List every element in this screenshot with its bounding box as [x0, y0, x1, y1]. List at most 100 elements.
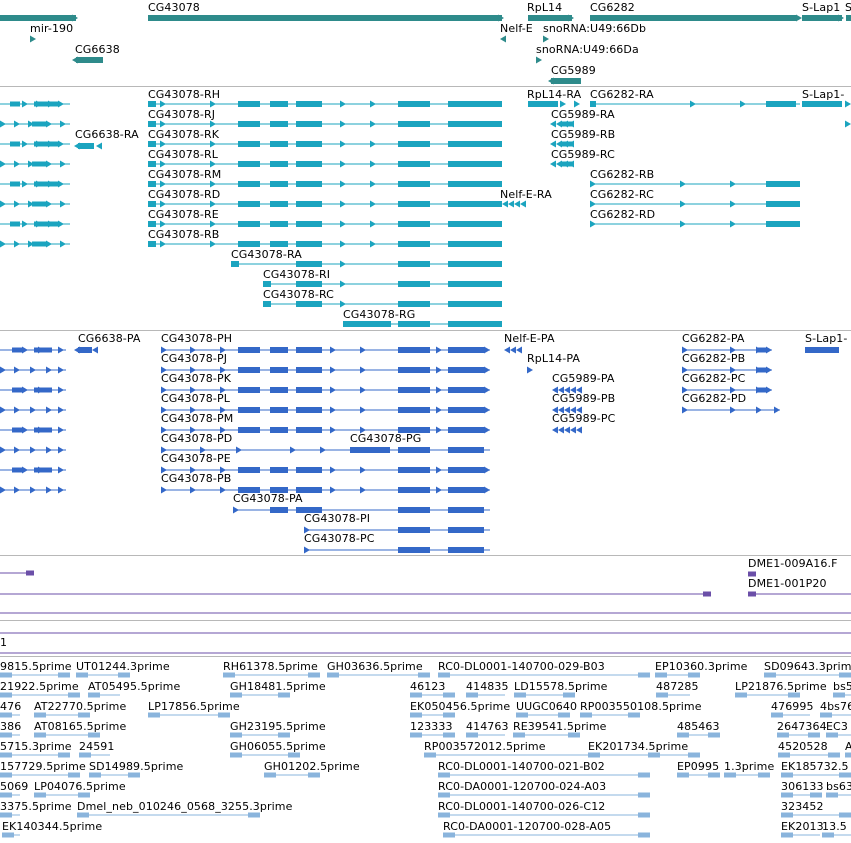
- left-protein-arrow[interactable]: [58, 466, 64, 474]
- est-block[interactable]: [443, 692, 455, 698]
- est-block[interactable]: [88, 692, 100, 698]
- cg43078-strand-arrow[interactable]: [210, 140, 216, 148]
- cg43078-exon[interactable]: [398, 221, 430, 227]
- cg6282-exon[interactable]: [590, 101, 596, 107]
- cg43078-exon[interactable]: [270, 121, 288, 127]
- protein-label[interactable]: CG6282-PC: [682, 372, 746, 385]
- cg43078-utr[interactable]: [148, 141, 156, 147]
- est-label[interactable]: SD14989.5prime: [89, 760, 184, 773]
- left-transcript-arrow[interactable]: [60, 120, 66, 128]
- protein-label[interactable]: S-Lap1-: [805, 332, 848, 345]
- cg43078-exon[interactable]: [448, 321, 502, 327]
- cg43078-protein-arrow[interactable]: [190, 426, 196, 434]
- rpl14-arrow[interactable]: [560, 100, 566, 108]
- cg6282-arrow[interactable]: [730, 200, 736, 208]
- cg6282-arrow[interactable]: [590, 200, 596, 208]
- left-transcript-arrow[interactable]: [22, 100, 28, 108]
- cg5989-arrow[interactable]: [550, 160, 556, 168]
- est-block[interactable]: [148, 712, 160, 718]
- cg43078-strand-arrow[interactable]: [340, 260, 346, 268]
- cg6282-arrow[interactable]: [680, 220, 686, 228]
- cg43078-protein-exon[interactable]: [296, 347, 322, 353]
- gene-label-rpl14[interactable]: RpL14: [527, 1, 563, 14]
- protein-label[interactable]: CG43078-PI: [304, 512, 371, 525]
- cg43078-exon[interactable]: [270, 161, 288, 167]
- est-track-glyphs[interactable]: [0, 657, 851, 843]
- gene-label-cg6638[interactable]: CG6638: [75, 43, 120, 56]
- est-label[interactable]: 386: [0, 720, 22, 733]
- protein-label[interactable]: CG43078-PL: [161, 392, 230, 405]
- est-label[interactable]: A: [845, 740, 851, 753]
- cg43078-pa-exon[interactable]: [448, 507, 484, 513]
- protein-label[interactable]: CG43078-PA: [233, 492, 303, 505]
- est-block[interactable]: [839, 772, 851, 778]
- cg43078-protein-exon[interactable]: [238, 407, 260, 413]
- est-label[interactable]: 123333: [410, 720, 453, 733]
- cg43078-protein-arrow[interactable]: [484, 486, 490, 494]
- est-block[interactable]: [781, 792, 793, 798]
- protein-label[interactable]: CG5989-PC: [552, 412, 616, 425]
- left-transcript-exon[interactable]: [34, 101, 58, 107]
- cg43078-protein-arrow[interactable]: [161, 466, 167, 474]
- est-label[interactable]: GH06055.5prime: [230, 740, 326, 753]
- protein-label[interactable]: RpL14-PA: [527, 352, 580, 365]
- est-block[interactable]: [655, 672, 667, 678]
- cg5989-protein-arrow[interactable]: [576, 406, 582, 414]
- cg43078-strand-arrow[interactable]: [370, 120, 376, 128]
- cg43078-pd-arrow[interactable]: [161, 446, 167, 454]
- cg43078-exon[interactable]: [398, 281, 430, 287]
- protein-label[interactable]: CG43078-PK: [161, 372, 232, 385]
- est-label[interactable]: RE39541.5prime: [513, 720, 607, 733]
- est-block[interactable]: [77, 812, 89, 818]
- cg6282-protein-arrow[interactable]: [730, 346, 736, 354]
- est-block[interactable]: [845, 752, 851, 758]
- left-transcript-arrow[interactable]: [58, 220, 64, 228]
- gene-label-snorna-db[interactable]: snoRNA:U49:66Db: [543, 22, 647, 35]
- est-block[interactable]: [638, 772, 650, 778]
- est-label[interactable]: AT05495.5prime: [88, 680, 181, 693]
- cg43078-utr[interactable]: [148, 241, 156, 247]
- est-label[interactable]: RC0-DL0001-140700-026-C12: [438, 800, 606, 813]
- cg43078-exon[interactable]: [398, 261, 430, 267]
- est-block[interactable]: [308, 672, 320, 678]
- est-label[interactable]: 46123: [410, 680, 446, 693]
- cg6638-pa-arrow[interactable]: [74, 346, 80, 354]
- est-block[interactable]: [410, 712, 422, 718]
- left-protein-arrow[interactable]: [46, 366, 52, 374]
- cg43078-pi-arrow[interactable]: [304, 546, 310, 554]
- clone-end-marker[interactable]: [748, 571, 756, 577]
- est-label[interactable]: LD15578.5prime: [514, 680, 608, 693]
- cg5989-exon[interactable]: [560, 141, 574, 147]
- cg43078-protein-exon[interactable]: [270, 367, 288, 373]
- cg43078-pd-arrow[interactable]: [320, 446, 326, 454]
- gene-label-s-lap1[interactable]: S-Lap1: [802, 1, 841, 14]
- s-lap1-arrow[interactable]: [845, 120, 851, 128]
- est-label[interactable]: EK050456.5prime: [410, 700, 511, 713]
- est-block[interactable]: [410, 692, 422, 698]
- cg43078-exon[interactable]: [296, 221, 322, 227]
- est-label[interactable]: AT08165.5prime: [34, 720, 127, 733]
- est-label[interactable]: bs5: [833, 680, 851, 693]
- est-block[interactable]: [58, 752, 70, 758]
- cg43078-protein-arrow[interactable]: [190, 486, 196, 494]
- est-block[interactable]: [788, 692, 800, 698]
- cg43078-protein-arrow[interactable]: [484, 406, 490, 414]
- est-block[interactable]: [230, 732, 242, 738]
- est-block[interactable]: [34, 792, 46, 798]
- cg43078-pi-arrow[interactable]: [304, 526, 310, 534]
- est-block[interactable]: [677, 732, 689, 738]
- cg43078-strand-arrow[interactable]: [370, 140, 376, 148]
- cg43078-strand-arrow[interactable]: [370, 240, 376, 248]
- transcript-label[interactable]: CG43078-RH: [148, 88, 221, 101]
- nelf-e-arrow[interactable]: [520, 200, 526, 208]
- est-label[interactable]: GH23195.5prime: [230, 720, 326, 733]
- cg43078-strand-arrow[interactable]: [210, 240, 216, 248]
- transcript-label[interactable]: CG43078-RC: [263, 288, 334, 301]
- cg6638-pa-exon[interactable]: [78, 347, 92, 353]
- cg43078-pi-exon[interactable]: [448, 547, 484, 553]
- est-block[interactable]: [638, 672, 650, 678]
- est-label[interactable]: GH01202.5prime: [264, 760, 360, 773]
- est-block[interactable]: [0, 732, 12, 738]
- cg43078-protein-exon[interactable]: [296, 407, 322, 413]
- est-block[interactable]: [688, 752, 700, 758]
